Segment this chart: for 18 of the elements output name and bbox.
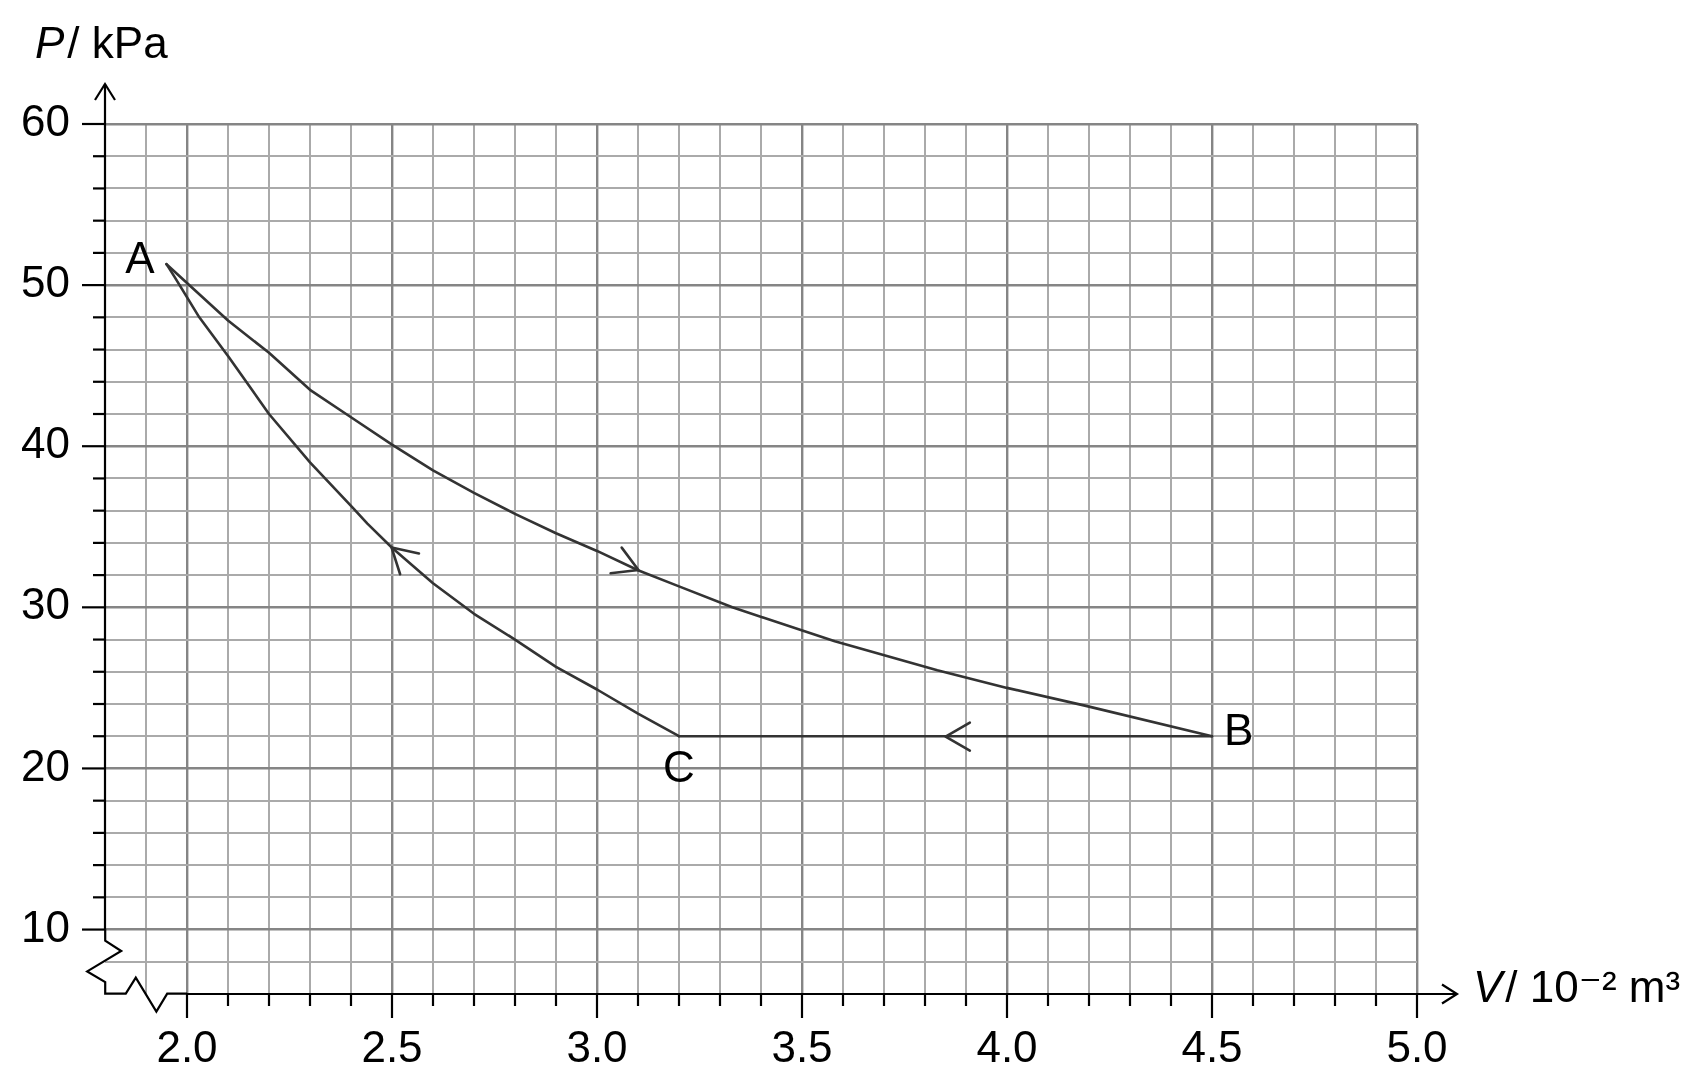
y-tick-label: 10 <box>21 901 70 951</box>
y-tick-label: 50 <box>21 257 70 307</box>
annotation: B <box>1224 705 1254 755</box>
y-tick-label: 40 <box>21 418 70 468</box>
x-axis-title: V/ 10⁻² m³ <box>1473 962 1681 1012</box>
y-tick-label: 60 <box>21 96 70 146</box>
x-tick-label: 5.0 <box>1386 1021 1448 1071</box>
annotation: A <box>125 233 156 283</box>
x-tick-label: 3.0 <box>566 1021 628 1071</box>
annotation: C <box>663 742 695 792</box>
y-tick-label: 20 <box>21 740 70 790</box>
x-tick-label: 4.0 <box>976 1021 1038 1071</box>
y-tick-label: 30 <box>21 579 70 629</box>
y-axis-title: P/ kPa <box>35 18 169 67</box>
x-tick-label: 3.5 <box>771 1021 833 1071</box>
x-tick-label: 2.5 <box>361 1021 423 1071</box>
x-tick-label: 4.5 <box>1181 1021 1243 1071</box>
x-tick-label: 2.0 <box>156 1021 218 1071</box>
